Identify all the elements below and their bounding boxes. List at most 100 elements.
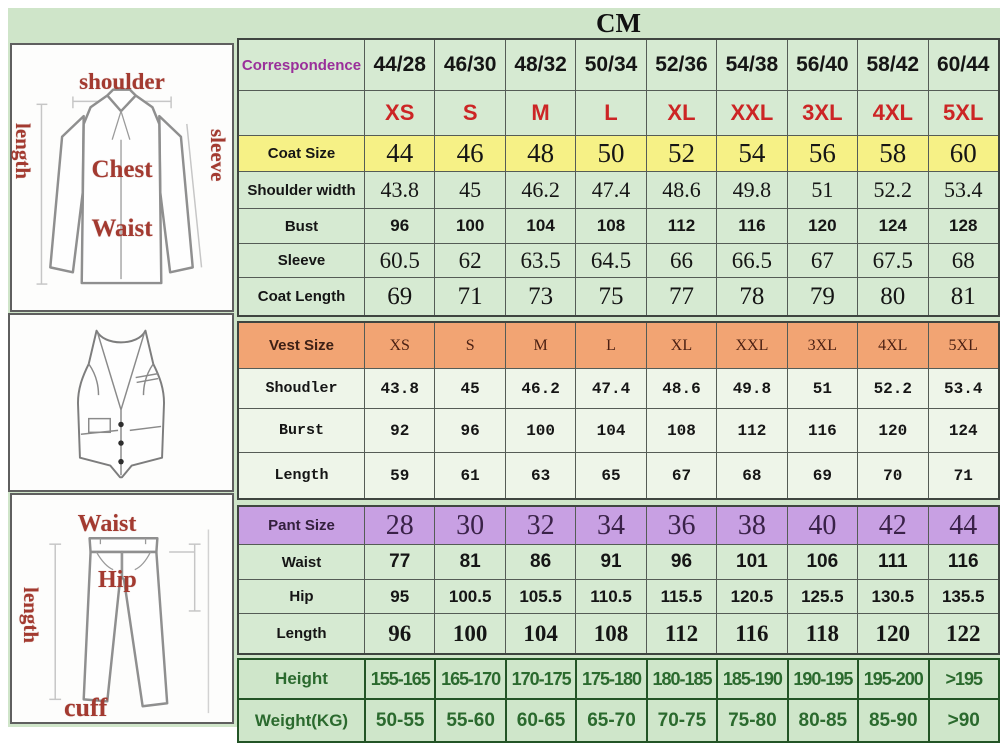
correspondence-value: 60/44 (927, 40, 998, 90)
hip-value: 120.5 (716, 579, 787, 613)
size-table: CM Correspondence 44/28 46/30 48/32 50/34 52/… (237, 8, 1000, 743)
bust-value: 128 (927, 208, 998, 243)
pant-length-value: 112 (645, 613, 717, 653)
coat-size-value: 50 (575, 135, 646, 171)
bust-value: 112 (645, 208, 717, 243)
coat-size-value: 60 (927, 135, 998, 171)
vest-size-value: S (434, 323, 505, 368)
weight-value: 85-90 (857, 698, 928, 741)
vest-sketch (77, 329, 165, 479)
row-label-weight: Weight(KG) (239, 698, 364, 741)
sizes-value: 5XL (927, 90, 998, 135)
correspondence-value: 48/32 (504, 40, 575, 90)
vest-size-value: 5XL (927, 323, 998, 368)
row-label-coat-length: Coat Length (239, 277, 364, 315)
height-value: 190-195 (786, 660, 857, 698)
jacket-length-label: length (11, 123, 35, 180)
pant-waist-value: 116 (927, 544, 998, 579)
shoulder-width-value: 46.2 (504, 171, 576, 208)
bust-value: 108 (575, 208, 646, 243)
jacket-sleeve-label: sleeve (206, 129, 230, 182)
hip-value: 115.5 (645, 579, 717, 613)
vest-shoulder-value: 53.4 (927, 368, 998, 408)
table-row-pant-size: Pant Size 28 30 32 34 36 38 40 42 44 (239, 507, 998, 544)
sizes-value: S (434, 90, 505, 135)
vest-length-value: 68 (716, 452, 787, 498)
vest-shoulder-value: 46.2 (504, 368, 576, 408)
coat-length-value: 80 (857, 277, 928, 315)
coat-length-value: 79 (786, 277, 858, 315)
coat-length-value: 81 (927, 277, 998, 315)
table-row-vest-size: Vest Size XS S M L XL XXL 3XL 4XL 5XL (239, 323, 998, 368)
pants-diagram: Waist length Hip cuff (10, 493, 234, 724)
weight-value: 80-85 (786, 698, 858, 741)
coat-size-value: 46 (434, 135, 505, 171)
vest-length-value: 63 (504, 452, 576, 498)
unit-title: CM (596, 8, 641, 38)
shoulder-width-value: 52.2 (857, 171, 928, 208)
pant-waist-value: 81 (434, 544, 505, 579)
sizes-value: XXL (716, 90, 787, 135)
row-label-height: Height (275, 669, 328, 688)
pant-length-value: 122 (927, 613, 998, 653)
jacket-waist-label: Waist (91, 215, 153, 242)
table-row-vest-shoulder: Shoudler 43.8 45 46.2 47.4 48.6 49.8 51 52.2 53.4 (239, 368, 998, 408)
coat-length-value: 75 (575, 277, 646, 315)
jacket-shoulder-label: shoulder (79, 69, 165, 94)
table-row-coat-length: Coat Length 69 71 73 75 77 78 79 80 81 (239, 277, 998, 315)
vest-size-value: XS (364, 323, 435, 368)
sleeve-value: 67 (786, 243, 858, 277)
size-table-sections: Correspondence 44/28 46/30 48/32 50/34 52/36 5… (237, 38, 1000, 743)
coat-length-value: 69 (364, 277, 435, 315)
coat-length-value: 71 (434, 277, 505, 315)
row-label-vest-length: Length (239, 452, 364, 498)
correspondence-value: 44/28 (364, 40, 434, 90)
vest-bust-value: 112 (716, 408, 787, 452)
jacket-chest-label: Chest (91, 156, 153, 183)
sizes-value: L (575, 90, 646, 135)
jacket-sketch (36, 88, 203, 285)
bust-value: 100 (434, 208, 505, 243)
table-row-pant-waist: Waist 77 81 86 91 96 101 106 111 116 (239, 544, 998, 579)
row-label-sizes (239, 90, 364, 135)
pant-size-value: 32 (504, 507, 576, 544)
table-row-vest-length: Length 59 61 63 65 67 68 69 70 71 (239, 452, 998, 498)
shoulder-width-value: 48.6 (645, 171, 717, 208)
sizes-value: 3XL (786, 90, 858, 135)
coat-length-value: 78 (716, 277, 787, 315)
pant-length-value: 108 (575, 613, 646, 653)
vest-shoulder-value: 51 (786, 368, 858, 408)
weight-value: 70-75 (645, 698, 717, 741)
weight-value: 75-80 (716, 698, 787, 741)
hip-value: 130.5 (857, 579, 928, 613)
table-row-sizes: XS S M L XL XXL 3XL 4XL 5XL (239, 90, 998, 135)
sizes-value: 4XL (857, 90, 928, 135)
vest-length-value: 69 (786, 452, 858, 498)
bust-value: 124 (857, 208, 928, 243)
vest-shoulder-value: 45 (434, 368, 505, 408)
pant-waist-value: 106 (786, 544, 858, 579)
row-label-pant-size: Pant Size (239, 507, 364, 544)
vest-shoulder-value: 49.8 (716, 368, 787, 408)
table-row-coat-size: Coat Size 44 46 48 50 52 54 56 58 60 (239, 135, 998, 171)
correspondence-value: 52/36 (645, 40, 716, 90)
row-label-vest-shoulder: Shoudler (239, 368, 364, 408)
section-pants: Pant Size 28 30 32 34 36 38 40 42 44 Waist 77 81 86 91… (237, 505, 1000, 655)
sleeve-value: 66 (645, 243, 717, 277)
height-value: 175-180 (575, 660, 645, 698)
shoulder-width-value: 49.8 (716, 171, 787, 208)
coat-length-value: 77 (645, 277, 717, 315)
row-label-pant-length: Length (239, 613, 364, 653)
coat-size-value: 48 (504, 135, 576, 171)
section-body: Height 155-165 165-170 170-175 175-180 180-18… (237, 658, 1000, 743)
sleeve-value: 68 (927, 243, 998, 277)
vest-diagram (8, 313, 234, 492)
pant-size-value: 44 (927, 507, 998, 544)
section-vest: Vest Size XS S M L XL XXL 3XL 4XL 5XL Shoudler 43.8… (237, 321, 1000, 500)
row-label-sleeve: Sleeve (239, 243, 364, 277)
table-row-height: Height 155-165 165-170 170-175 175-180 180-18… (239, 660, 998, 698)
hip-value: 110.5 (575, 579, 646, 613)
table-row-weight: Weight(KG) 50-55 55-60 60-65 65-70 70-75 75-80… (239, 698, 998, 741)
vest-shoulder-value: 52.2 (857, 368, 928, 408)
pant-size-value: 42 (857, 507, 928, 544)
